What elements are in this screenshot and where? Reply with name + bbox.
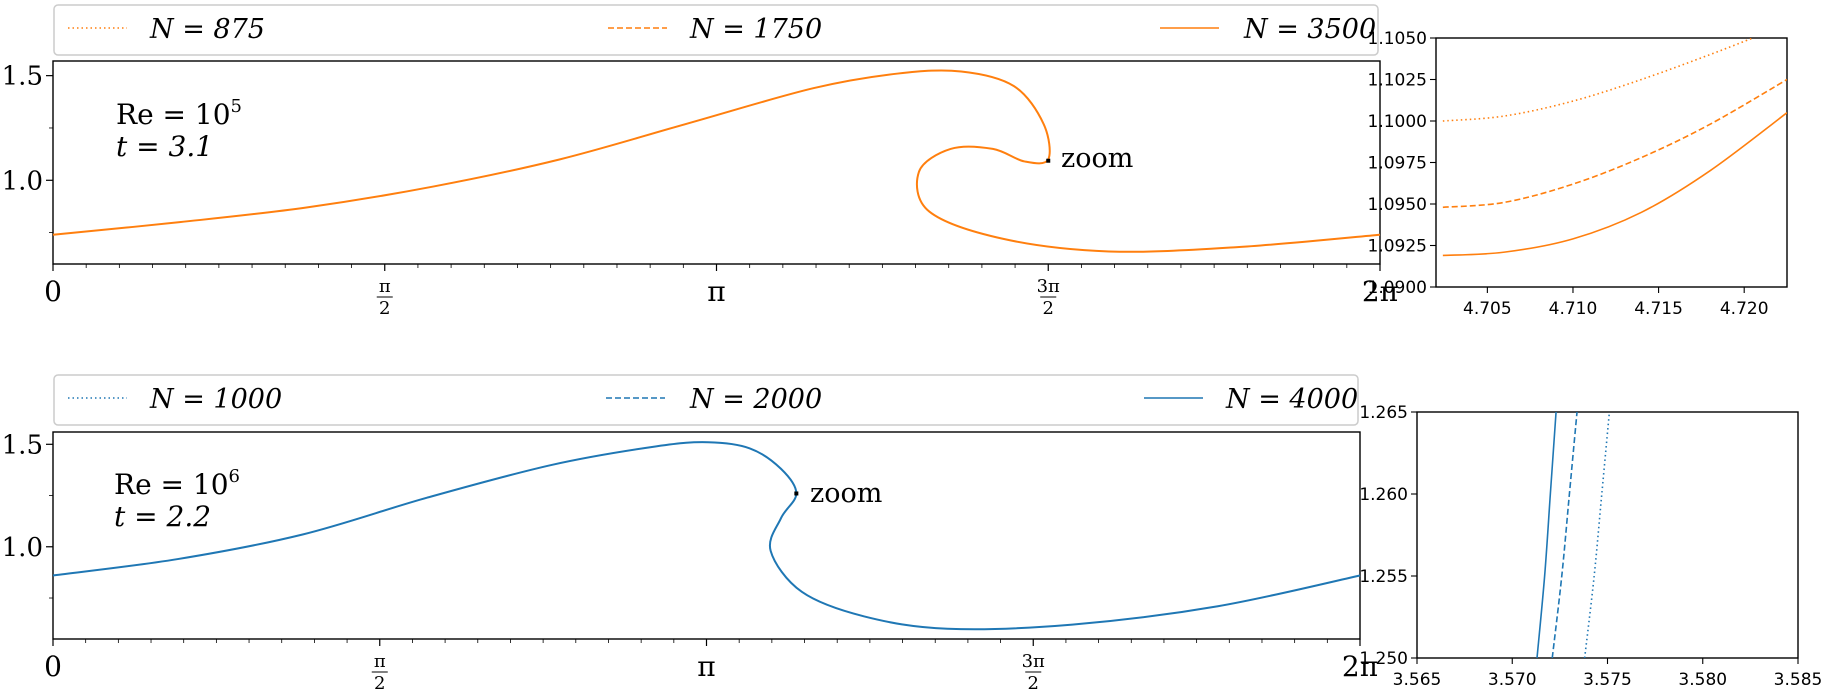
bottom-inset-ytick-label-2: 1.260 [1359,485,1408,505]
bottom-main-ytick-label-1: 1.5 [2,430,43,460]
bottom-inset-ticks: 3.565 3.570 3.575 3.580 3.585 1.250 1.255 1.260… [1359,403,1822,690]
top-zoom-label: zoom [1061,143,1133,174]
top-inset-series-1 [1442,78,1787,209]
bottom-inset-series-2 [1536,412,1557,658]
bottom-inset-xtick-label-4: 3.585 [1774,670,1823,690]
bottom-legend-frame [53,374,1359,426]
top-main-xtick-label-num-1: π [379,276,391,297]
bottom-main-xtick-label-den-3: 2 [1028,673,1039,694]
bottom-inset-ytick-label-3: 1.265 [1359,403,1408,423]
bottom-re-exponent: 6 [229,466,240,487]
bottom-legend-label-2: N = 2000 [689,384,822,415]
bottom-zoom-marker [794,491,799,496]
bottom-re-text: Re = 10 [114,468,229,501]
bottom-legend-label-3: N = 4000 [1225,384,1358,415]
top-main-xtick-label-num-3: 3π [1037,276,1060,297]
top-main-ytick-label-0: 1.0 [2,166,43,196]
top-annotation-t: t = 3.1 [116,130,213,163]
bottom-inset-xtick-label-3: 3.580 [1678,670,1727,690]
top-inset-ticks: 4.705 4.710 4.715 4.720 1.0900 1.0925 1.0950 1.… [1368,29,1769,319]
bottom-inset-ytick-label-1: 1.255 [1359,567,1408,587]
bottom-main-xtick-label-den-1: 2 [374,673,385,694]
top-annotation-re: Re = 105 [116,96,242,131]
bottom-inset-xtick-label-0: 3.565 [1393,670,1442,690]
top-main-curve [52,69,1381,253]
top-zoom-marker [1046,158,1051,163]
bottom-inset-xtick-label-2: 3.575 [1583,670,1632,690]
top-inset-axes-frame [1435,37,1788,288]
top-inset-series [1442,38,1787,257]
bottom-main-axes-frame [52,431,1361,640]
top-inset-ytick-label-3: 1.0975 [1368,154,1427,174]
top-legend-label-1: N = 875 [149,14,265,45]
top-main-xtick-label-den-3: 2 [1043,298,1054,319]
top-main-xtick-label-0: 0 [44,275,62,308]
top-inset-ytick-label-5: 1.1025 [1368,71,1427,91]
bottom-inset-xtick-label-1: 3.570 [1488,670,1537,690]
bottom-main-ytick-label-0: 1.0 [2,533,43,563]
top-inset-xtick-label-2: 4.715 [1634,299,1683,319]
top-inset-ytick-label-0: 1.0900 [1368,278,1427,298]
top-legend: N = 875 N = 1750 N = 3500 [53,4,1379,56]
top-inset-ytick-label-4: 1.1000 [1368,112,1427,132]
bottom-zoom-label: zoom [810,478,882,509]
top-legend-frame [53,4,1379,56]
bottom-legend: N = 1000 N = 2000 N = 4000 [53,374,1359,426]
bottom-annotation-re: Re = 106 [114,466,240,501]
bottom-main-xtick-label-2: π [697,650,715,683]
bottom-inset-series [1536,412,1611,658]
bottom-main-curve [52,441,1361,631]
bottom-annotation-t: t = 2.2 [114,500,211,533]
top-main-xtick-label-4: 2π [1362,275,1398,308]
top-inset-series-2 [1442,112,1787,257]
top-legend-label-2: N = 1750 [689,14,822,45]
top-legend-label-3: N = 3500 [1243,14,1376,45]
top-inset-series-0 [1442,38,1754,122]
bottom-main-xtick-label-num-3: 3π [1022,651,1045,672]
top-main-xtick-label-den-1: 2 [379,298,390,319]
top-inset-ytick-label-2: 1.0950 [1368,195,1427,215]
top-inset-xtick-label-0: 4.705 [1463,299,1512,319]
top-re-text: Re = 10 [116,98,231,131]
bottom-main-xtick-label-num-1: π [374,651,386,672]
bottom-main-xtick-label-4: 2π [1342,650,1378,683]
top-main-xtick-label-2: π [707,275,725,308]
top-inset-xtick-label-1: 4.710 [1549,299,1598,319]
bottom-inset-ytick-label-0: 1.250 [1359,649,1408,669]
top-inset-ytick-label-1: 1.0925 [1368,237,1427,257]
bottom-inset-axes-frame [1416,411,1799,659]
top-re-exponent: 5 [231,96,242,117]
bottom-inset-series-1 [1551,412,1578,658]
bottom-inset-series-0 [1583,412,1611,658]
top-main-axes-frame [52,60,1381,265]
bottom-legend-label-1: N = 1000 [149,384,282,415]
top-inset-xtick-label-3: 4.720 [1720,299,1769,319]
bottom-main-xtick-label-0: 0 [44,650,62,683]
top-inset-ytick-label-6: 1.1050 [1368,29,1427,49]
top-main-ytick-label-1: 1.5 [2,62,43,92]
